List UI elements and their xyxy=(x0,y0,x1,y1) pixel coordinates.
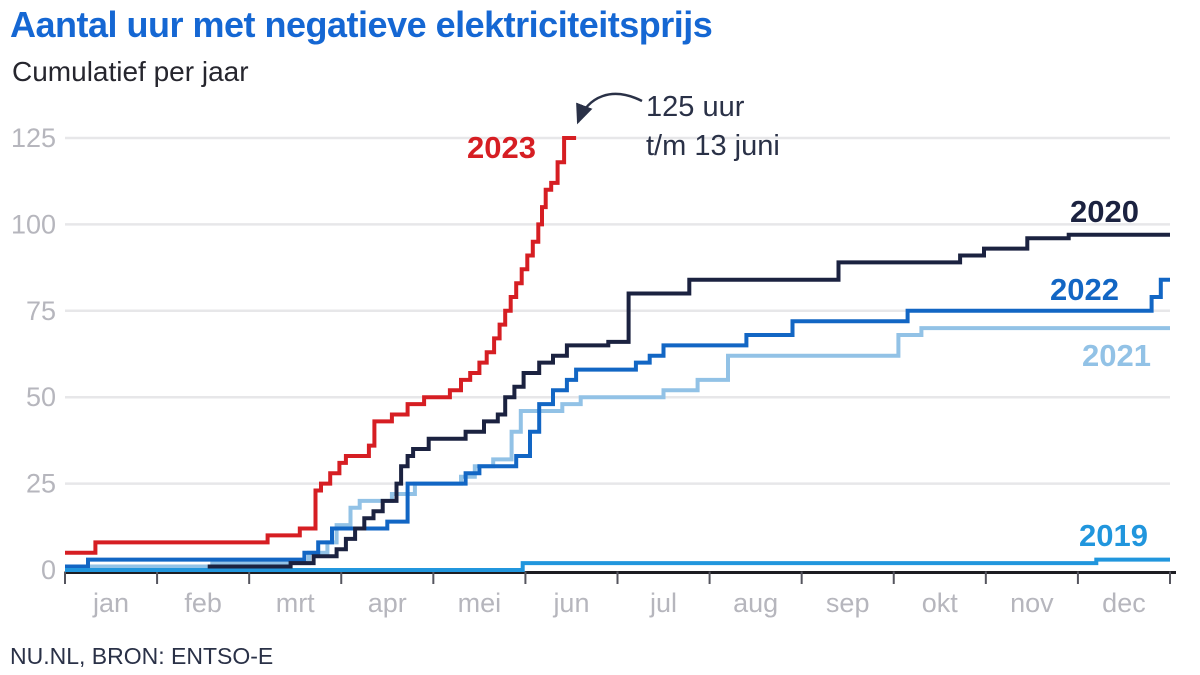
x-tick-label-jun: jun xyxy=(552,588,589,618)
annotation-callout: 125 uur t/m 13 juni xyxy=(646,88,780,166)
series-line-2022 xyxy=(65,277,1170,569)
x-tick-label-mrt: mrt xyxy=(276,588,315,618)
source-credit: NU.NL, BRON: ENTSO-E xyxy=(10,643,274,669)
series-label-2023: 2023 xyxy=(467,130,536,165)
series-label-2022: 2022 xyxy=(1050,272,1119,307)
page-subtitle: Cumulatief per jaar xyxy=(12,56,249,87)
series-line-2019 xyxy=(65,557,1170,572)
series-label-2019: 2019 xyxy=(1079,518,1148,553)
x-tick-label-sep: sep xyxy=(826,588,870,618)
annotation-line-2: t/m 13 juni xyxy=(646,130,780,162)
x-tick-label-okt: okt xyxy=(922,588,959,618)
annotation-line-1: 125 uur xyxy=(646,91,745,123)
annotation-arrow-icon xyxy=(576,92,643,125)
series-line-2021 xyxy=(65,326,1170,569)
y-tick-label-75: 75 xyxy=(26,296,56,326)
x-tick-label-jan: jan xyxy=(92,588,129,618)
y-tick-label-50: 50 xyxy=(26,382,56,412)
x-tick-label-mei: mei xyxy=(458,588,502,618)
y-tick-label-100: 100 xyxy=(11,209,56,239)
series-label-2020: 2020 xyxy=(1070,194,1139,229)
x-tick-label-dec: dec xyxy=(1102,588,1146,618)
x-tick-label-nov: nov xyxy=(1010,588,1054,618)
series-line-2020 xyxy=(207,232,1170,569)
x-tick-label-jul: jul xyxy=(649,588,677,618)
series-line-2023 xyxy=(65,136,577,555)
page-title: Aantal uur met negatieve elektriciteitsp… xyxy=(10,4,713,45)
series-label-2021: 2021 xyxy=(1082,338,1151,373)
x-tick-label-aug: aug xyxy=(733,588,778,618)
x-tick-label-apr: apr xyxy=(368,588,407,618)
x-tick-label-feb: feb xyxy=(184,588,222,618)
y-tick-label-25: 25 xyxy=(26,469,56,499)
y-tick-label-125: 125 xyxy=(11,123,56,153)
y-tick-label-0: 0 xyxy=(41,555,56,585)
